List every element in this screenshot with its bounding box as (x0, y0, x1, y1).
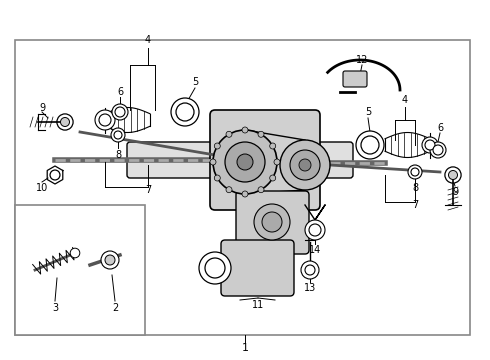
Circle shape (411, 168, 419, 176)
Text: 13: 13 (304, 283, 316, 293)
FancyBboxPatch shape (127, 142, 353, 178)
Circle shape (280, 140, 330, 190)
Circle shape (105, 255, 115, 265)
Circle shape (305, 265, 315, 275)
Text: 11: 11 (252, 300, 264, 310)
Circle shape (237, 154, 253, 170)
Circle shape (254, 204, 290, 240)
Circle shape (57, 114, 73, 130)
Circle shape (60, 117, 70, 126)
Circle shape (205, 258, 225, 278)
Circle shape (226, 131, 232, 137)
Circle shape (214, 175, 220, 181)
Circle shape (309, 224, 321, 236)
Circle shape (445, 167, 461, 183)
FancyBboxPatch shape (236, 191, 309, 254)
Circle shape (408, 165, 422, 179)
Circle shape (301, 261, 319, 279)
Text: 6: 6 (117, 87, 123, 97)
Circle shape (242, 127, 248, 133)
Text: 6: 6 (437, 123, 443, 133)
Text: 2: 2 (112, 303, 118, 313)
Circle shape (171, 98, 199, 126)
Circle shape (226, 187, 232, 193)
Circle shape (270, 175, 276, 181)
Text: 9: 9 (452, 187, 458, 197)
Circle shape (361, 136, 379, 154)
Text: 8: 8 (412, 183, 418, 193)
Circle shape (356, 131, 384, 159)
Text: 4: 4 (145, 35, 151, 45)
Text: 7: 7 (412, 200, 418, 210)
Circle shape (448, 171, 458, 180)
Circle shape (274, 159, 280, 165)
Circle shape (430, 142, 446, 158)
Circle shape (210, 159, 216, 165)
Circle shape (111, 128, 125, 142)
Text: 5: 5 (192, 77, 198, 87)
Circle shape (262, 212, 282, 232)
Circle shape (213, 130, 277, 194)
Circle shape (258, 131, 264, 137)
Bar (15, 205, 145, 335)
Circle shape (258, 187, 264, 193)
Text: 10: 10 (36, 183, 48, 193)
FancyBboxPatch shape (221, 240, 294, 296)
Circle shape (270, 143, 276, 149)
Text: 3: 3 (52, 303, 58, 313)
Text: 5: 5 (365, 107, 371, 117)
Circle shape (425, 140, 435, 150)
Circle shape (50, 170, 60, 180)
Text: 8: 8 (115, 150, 121, 160)
Circle shape (305, 220, 325, 240)
Circle shape (115, 107, 125, 117)
Text: 9: 9 (39, 103, 45, 113)
Circle shape (225, 142, 265, 182)
Circle shape (95, 110, 115, 130)
Text: 12: 12 (356, 55, 368, 65)
Circle shape (299, 159, 311, 171)
Text: 14: 14 (309, 245, 321, 255)
Circle shape (290, 150, 320, 180)
Text: 7: 7 (145, 185, 151, 195)
Text: 1: 1 (242, 343, 248, 353)
Circle shape (214, 143, 220, 149)
Circle shape (199, 252, 231, 284)
Circle shape (112, 104, 128, 120)
Circle shape (114, 131, 122, 139)
Circle shape (176, 103, 194, 121)
Circle shape (242, 191, 248, 197)
FancyBboxPatch shape (210, 110, 320, 210)
FancyBboxPatch shape (343, 71, 367, 87)
Circle shape (422, 137, 438, 153)
Circle shape (99, 114, 111, 126)
Circle shape (101, 251, 119, 269)
Bar (15, 40, 470, 335)
Circle shape (433, 145, 443, 155)
Text: 4: 4 (402, 95, 408, 105)
Circle shape (70, 248, 80, 258)
